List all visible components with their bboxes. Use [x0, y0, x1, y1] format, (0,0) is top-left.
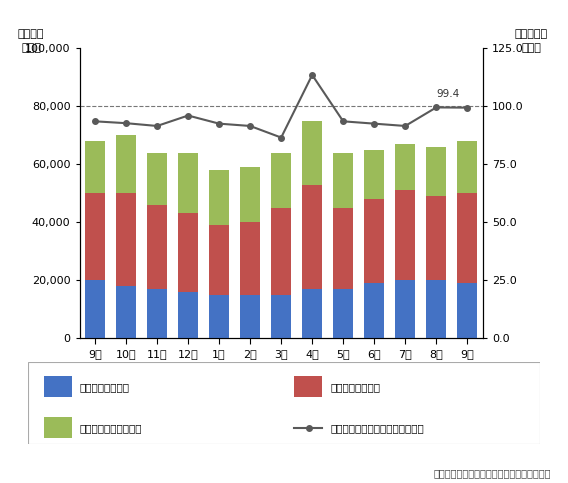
Bar: [85, 280, 105, 338]
Bar: [364, 283, 385, 338]
Bar: [333, 153, 353, 208]
Bar: [426, 280, 446, 338]
Bar: [271, 153, 291, 208]
Text: 前年同月比: 前年同月比: [515, 28, 548, 39]
Bar: [457, 283, 477, 338]
Bar: [426, 147, 446, 196]
Text: （％）: （％）: [521, 43, 541, 53]
Bar: [116, 193, 136, 286]
Text: 99.4: 99.4: [437, 88, 460, 99]
Bar: [302, 121, 322, 185]
Bar: [147, 289, 167, 338]
Text: （戸）: （戸）: [21, 43, 41, 53]
Bar: [302, 185, 322, 289]
Text: 賃家（左目盛り）: 賃家（左目盛り）: [330, 382, 380, 392]
Bar: [44, 376, 72, 397]
Bar: [116, 135, 136, 193]
Bar: [395, 280, 415, 338]
Bar: [426, 196, 446, 280]
Text: 2023年: 2023年: [122, 393, 161, 406]
Bar: [302, 289, 322, 338]
Bar: [147, 205, 167, 289]
Bar: [85, 141, 105, 193]
Bar: [178, 153, 198, 213]
FancyBboxPatch shape: [28, 362, 540, 444]
Bar: [209, 295, 229, 338]
Bar: [44, 417, 72, 438]
Bar: [240, 295, 260, 338]
Bar: [209, 225, 229, 295]
Bar: [209, 170, 229, 225]
Text: 着工戸数: 着工戸数: [18, 28, 44, 39]
Bar: [457, 193, 477, 283]
Text: 持家（左目盛り）: 持家（左目盛り）: [80, 382, 130, 392]
Bar: [271, 208, 291, 295]
Bar: [395, 190, 415, 280]
Bar: [364, 199, 385, 283]
Bar: [116, 286, 136, 338]
Bar: [240, 167, 260, 222]
Text: 全住宅の前年同月比（右目盛り）: 全住宅の前年同月比（右目盛り）: [330, 423, 424, 433]
Bar: [85, 193, 105, 280]
Text: 出所：国土交通省「建築着工統計調査報告」: 出所：国土交通省「建築着工統計調査報告」: [433, 468, 551, 478]
Bar: [147, 153, 167, 205]
Bar: [364, 150, 385, 199]
Bar: [178, 292, 198, 338]
Bar: [333, 208, 353, 289]
Bar: [333, 289, 353, 338]
Text: 2024年: 2024年: [324, 393, 363, 406]
Bar: [240, 222, 260, 295]
Bar: [457, 141, 477, 193]
Bar: [294, 376, 323, 397]
Bar: [178, 213, 198, 292]
Text: 分譲住宅（左目盛り）: 分譲住宅（左目盛り）: [80, 423, 142, 433]
Bar: [395, 144, 415, 190]
Bar: [271, 295, 291, 338]
